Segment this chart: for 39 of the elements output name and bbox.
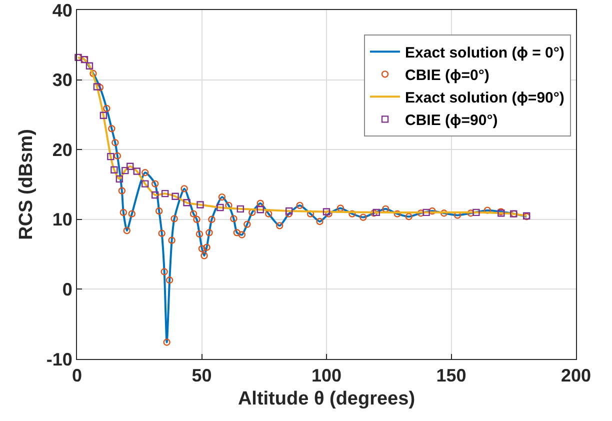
point: [285, 207, 293, 215]
point: [86, 62, 94, 70]
legend-label: Exact solution (ϕ=90°): [405, 90, 564, 107]
point: [100, 112, 108, 119]
y-tick-label: 40: [52, 0, 72, 20]
y-tick-label: 0: [62, 280, 72, 300]
x-axis-title: Altitude θ (degrees): [238, 388, 416, 410]
point: [216, 204, 224, 212]
point: [122, 166, 129, 174]
y-tick-label: 20: [52, 140, 72, 160]
point: [110, 166, 118, 174]
point: [172, 192, 179, 200]
point: [322, 208, 330, 216]
y-tick-label: 30: [52, 70, 72, 90]
point: [183, 199, 190, 206]
legend-label: Exact solution (ϕ = 0°): [405, 44, 564, 62]
point: [256, 206, 264, 214]
x-tick-label: 150: [436, 366, 466, 386]
x-tick-label: 50: [192, 366, 212, 386]
x-tick-label: 100: [311, 366, 342, 386]
point: [236, 205, 244, 213]
point: [133, 168, 140, 175]
y-tick-label: 10: [52, 210, 72, 230]
point: [107, 152, 114, 160]
point: [116, 175, 124, 183]
point: [196, 201, 204, 208]
point: [422, 208, 430, 216]
point: [372, 208, 380, 216]
point: [161, 190, 169, 198]
y-axis-title: RCS (dBsm): [16, 129, 38, 240]
point: [151, 191, 159, 199]
point: [93, 83, 101, 90]
point: [472, 208, 480, 216]
y-tick-label: -10: [46, 349, 72, 370]
x-tick-label: 200: [560, 366, 592, 386]
legend-label: CBIE (ϕ=0°): [405, 67, 490, 84]
point: [126, 162, 134, 170]
point: [142, 180, 149, 188]
legend-label: CBIE (ϕ=90°): [405, 112, 498, 130]
